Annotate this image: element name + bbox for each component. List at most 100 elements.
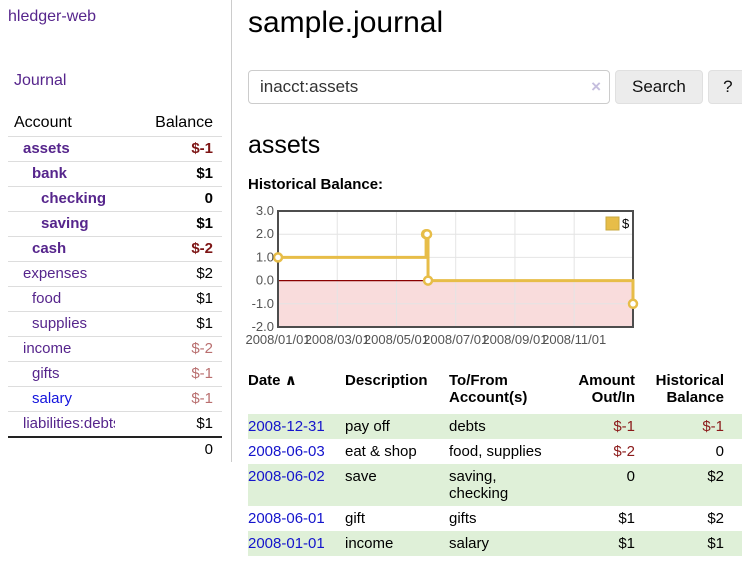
- transaction-description: save: [345, 468, 377, 485]
- sidebar-account-link[interactable]: bank: [32, 165, 68, 182]
- sidebar-account-balance: $2: [196, 265, 213, 282]
- sidebar-account-row: saving $1: [8, 211, 222, 237]
- transaction-balance: $2: [707, 510, 724, 527]
- y-axis-tick: -1.0: [252, 296, 274, 311]
- transaction-date-link[interactable]: 2008-06-02: [248, 468, 325, 485]
- app-title-link[interactable]: hledger-web: [8, 8, 97, 25]
- transaction-accounts: salary: [449, 535, 490, 552]
- register-row: 2008-06-02 save saving, checking 0 $2: [248, 464, 742, 506]
- transaction-description: gift: [345, 510, 366, 527]
- sidebar-account-link[interactable]: expenses: [23, 265, 88, 282]
- transaction-description: eat & shop: [345, 443, 417, 460]
- transaction-description: pay off: [345, 418, 390, 435]
- register-row: 2008-06-01 gift gifts $1 $2: [248, 506, 742, 531]
- sidebar-account-link[interactable]: food: [32, 290, 62, 307]
- sidebar-account-balance: $-2: [191, 240, 213, 257]
- transaction-accounts: saving, checking: [449, 468, 509, 502]
- sidebar-account-row: checking 0: [8, 186, 222, 212]
- y-axis-tick: 1.0: [256, 249, 274, 264]
- accounts-total-row: 0: [8, 437, 222, 462]
- historical-balance-chart: $3.0 2.0 1.0 0.0 -1.0 -2.02008/01/012008/03/0…: [245, 203, 639, 347]
- sidebar-account-link[interactable]: liabilities:debts: [23, 415, 115, 432]
- sidebar-account-link[interactable]: cash: [32, 240, 67, 257]
- sidebar-account-balance: $-1: [191, 365, 213, 382]
- sidebar-account-row: salary $-1: [8, 386, 222, 412]
- search-input[interactable]: [248, 70, 610, 104]
- register-header-date[interactable]: Date ∧: [248, 372, 345, 414]
- sidebar-account-link[interactable]: salary: [32, 390, 73, 407]
- transaction-amount: 0: [626, 468, 635, 485]
- sidebar-account-balance: $-2: [191, 340, 213, 357]
- sidebar-account-row: assets $-1: [8, 136, 222, 162]
- chart-label: Historical Balance:: [248, 176, 384, 193]
- data-point-marker: [627, 298, 639, 310]
- accounts-total-value: 0: [204, 441, 213, 458]
- register-table: Date ∧ Description To/From Account(s) Am…: [248, 372, 742, 556]
- y-axis-tick: 2.0: [256, 226, 274, 241]
- page-title: sample.journal: [248, 6, 444, 39]
- sort-asc-icon: ∧: [284, 372, 297, 389]
- register-table-body: 2008-12-31 pay off debts $-1 $-1 2008-06-03 ea…: [248, 414, 742, 556]
- sidebar-account-row: income $-2: [8, 336, 222, 362]
- clear-search-icon[interactable]: ×: [591, 77, 601, 96]
- transaction-description: income: [345, 535, 394, 552]
- accounts-table: Account Balance assets $-1 bank $1 checking 0…: [8, 112, 222, 462]
- register-header-accounts: To/From Account(s): [449, 372, 528, 406]
- x-axis-tick: 2008/01/01: [245, 332, 310, 347]
- sidebar-account-balance: $1: [196, 290, 213, 307]
- sidebar-account-link[interactable]: checking: [41, 190, 107, 207]
- data-point-marker: [422, 275, 434, 286]
- accounts-header-account: Account: [14, 114, 72, 131]
- transaction-amount: $1: [618, 510, 635, 527]
- y-axis-tick: 0.0: [256, 273, 274, 288]
- transaction-accounts: debts: [449, 418, 486, 435]
- sidebar-account-balance: $1: [196, 315, 213, 332]
- sidebar-account-balance: $-1: [191, 390, 213, 407]
- transaction-balance: 0: [715, 443, 724, 460]
- x-axis-tick: 2008/11/01: [542, 332, 606, 347]
- transaction-date-link[interactable]: 2008-01-01: [248, 535, 325, 552]
- main-content: sample.journal × Search ? assets Histori…: [232, 0, 742, 556]
- register-row: 2008-12-31 pay off debts $-1 $-1: [248, 414, 742, 439]
- transaction-amount: $-1: [613, 418, 635, 435]
- x-axis-tick: 2008/07/01: [423, 332, 488, 347]
- register-header-amount: Amount Out/In: [578, 372, 635, 406]
- x-axis-tick: 2008/03/01: [305, 332, 370, 347]
- accounts-total-spacer: [8, 437, 115, 462]
- data-point-marker: [272, 252, 284, 263]
- search-bar: × Search ?: [248, 70, 742, 104]
- legend-label: $: [622, 216, 630, 231]
- sidebar: hledger-web Journal Account Balance asse…: [0, 0, 232, 462]
- sidebar-account-balance: 0: [204, 190, 213, 207]
- transaction-accounts: gifts: [449, 510, 477, 527]
- search-button[interactable]: Search: [615, 70, 703, 104]
- account-title: assets: [248, 131, 321, 159]
- sidebar-account-balance: $1: [196, 165, 213, 182]
- sidebar-account-balance: $1: [196, 415, 213, 432]
- x-axis-tick: 2008/05/01: [364, 332, 429, 347]
- sidebar-account-link[interactable]: income: [23, 340, 72, 357]
- transaction-accounts: food, supplies: [449, 443, 542, 460]
- transaction-date-link[interactable]: 2008-06-01: [248, 510, 325, 527]
- transaction-balance: $-1: [702, 418, 724, 435]
- sidebar-account-link[interactable]: supplies: [32, 315, 88, 332]
- y-axis-tick: 3.0: [256, 203, 274, 218]
- transaction-balance: $1: [707, 535, 724, 552]
- plot-border: [277, 210, 634, 328]
- y-axis-tick: -2.0: [252, 319, 274, 334]
- sidebar-account-link[interactable]: gifts: [32, 365, 60, 382]
- date-header-label: Date: [248, 372, 281, 389]
- transaction-date-link[interactable]: 2008-06-03: [248, 443, 325, 460]
- transaction-balance: $2: [707, 468, 724, 485]
- sidebar-account-link[interactable]: saving: [41, 215, 89, 232]
- sidebar-account-row: gifts $-1: [8, 361, 222, 387]
- sidebar-account-balance: $-1: [191, 140, 213, 157]
- register-header-balance: Historical Balance: [655, 372, 724, 406]
- help-button[interactable]: ?: [707, 70, 742, 104]
- register-row: 2008-01-01 income salary $1 $1: [248, 531, 742, 556]
- sidebar-account-row: liabilities:debts $1: [8, 411, 222, 438]
- transaction-date-link[interactable]: 2008-12-31: [248, 418, 325, 435]
- sidebar-account-link[interactable]: assets: [23, 140, 70, 157]
- sidebar-account-row: bank $1: [8, 161, 222, 187]
- sidebar-item-journal[interactable]: Journal: [14, 72, 67, 89]
